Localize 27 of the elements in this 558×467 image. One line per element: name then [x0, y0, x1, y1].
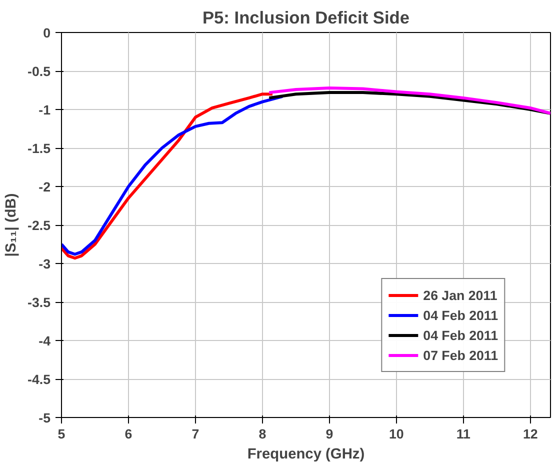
legend-label: 07 Feb 2011	[423, 348, 498, 362]
y-tick-label: -0.5	[28, 64, 52, 79]
y-tick-label: -4.5	[28, 372, 52, 387]
x-tick-label: 9	[326, 426, 334, 442]
legend-label: 04 Feb 2011	[423, 308, 498, 322]
x-tick-label: 11	[456, 426, 472, 442]
y-tick-label: 0	[43, 26, 51, 40]
y-tick-label: -3.5	[28, 295, 52, 310]
line-series	[268, 86, 550, 115]
y-tick-label: -1.5	[28, 141, 52, 156]
x-tick-label: 10	[389, 426, 404, 442]
chart-title: P5: Inclusion Deficit Side	[202, 8, 410, 28]
x-axis-title: Frequency (GHz)	[247, 446, 365, 462]
x-tick-label: 12	[522, 426, 538, 442]
y-tick-label: -3	[38, 256, 51, 272]
y-tick-label: -5	[38, 410, 52, 426]
x-tick-label: 8	[258, 426, 266, 442]
y-tick-label: -2.5	[28, 218, 52, 233]
y-tick-label: -4	[38, 334, 52, 348]
legend-label: 04 Feb 2011	[423, 328, 498, 342]
x-tick-label: 7	[192, 426, 200, 442]
x-tick-label: 5	[58, 426, 66, 442]
x-tick-label: 6	[124, 426, 132, 442]
legend-label: 26 Jan 2011	[423, 288, 498, 302]
y-axis-title: |S₁₁| (dB)	[4, 193, 20, 257]
y-tick-label: -2	[38, 180, 51, 194]
y-tick-label: -1	[38, 102, 52, 118]
